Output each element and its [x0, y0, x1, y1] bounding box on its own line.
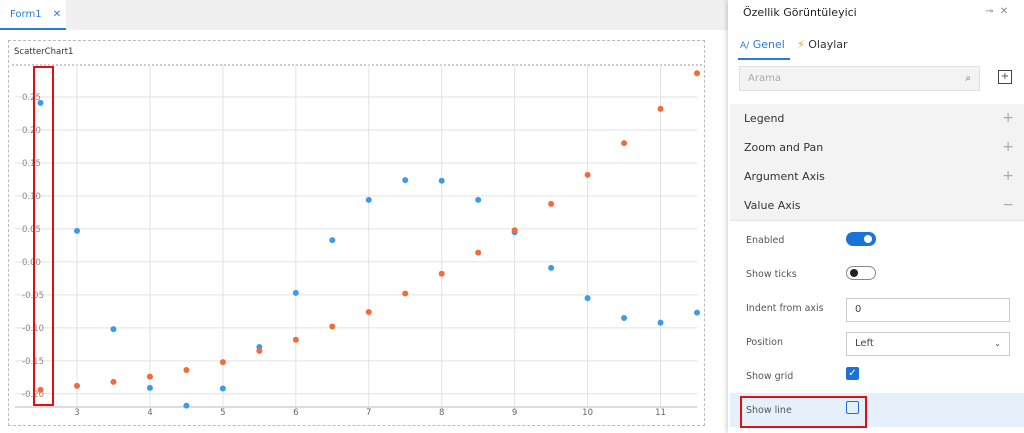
point	[438, 270, 445, 277]
point	[621, 314, 628, 321]
property-row: Indent from axis 0	[730, 291, 1024, 325]
checkbox[interactable]	[846, 401, 859, 414]
search[interactable]: Arama ⌕	[739, 66, 980, 91]
point	[256, 347, 263, 354]
form-tab[interactable]: Form1 ✕	[0, 0, 66, 30]
toggle[interactable]	[846, 232, 876, 246]
point	[74, 227, 80, 234]
section-label: Value Axis	[744, 199, 801, 212]
property-label: Enabled	[746, 235, 785, 246]
section[interactable]: Zoom and Pan +	[730, 133, 1024, 163]
point	[219, 385, 226, 392]
point	[219, 359, 226, 366]
y-tick-label: 0.05	[22, 225, 41, 235]
text-input[interactable]: 0	[846, 298, 1010, 322]
x-tick-label: 4	[147, 408, 152, 418]
chart-frame[interactable]	[8, 40, 705, 426]
highlight	[33, 66, 54, 406]
property-label: Indent from axis	[746, 303, 824, 314]
point	[365, 309, 372, 316]
tab-label: Olaylar	[808, 38, 848, 51]
property-row: Show ticks	[730, 257, 1024, 291]
section[interactable]: Value Axis −	[730, 191, 1024, 221]
section-label: Legend	[744, 112, 785, 125]
chart-title: ScatterChart1	[14, 47, 74, 57]
tab-general[interactable]: A/ Genel	[740, 38, 785, 51]
x-tick-label: 5	[220, 408, 225, 418]
point	[37, 386, 44, 393]
x-tick-label: 9	[512, 408, 517, 418]
toggle-knob	[864, 235, 872, 243]
x-tick-label: 6	[293, 408, 298, 418]
point	[292, 336, 299, 343]
point	[329, 323, 336, 330]
point	[584, 171, 591, 178]
point	[438, 177, 445, 184]
property-label: Position	[746, 337, 783, 348]
property-label: Show line	[746, 405, 792, 416]
checkbox[interactable]: ✓	[846, 367, 859, 380]
point	[365, 196, 372, 203]
dropdown-value: Left	[855, 338, 874, 349]
y-tick-label: 0.00	[22, 258, 41, 268]
point	[74, 382, 80, 389]
add-button[interactable]: +	[998, 70, 1012, 84]
point	[475, 249, 482, 256]
tab-events[interactable]: ⚡ Olaylar	[797, 38, 848, 51]
point	[621, 140, 628, 147]
tab-label: Form1	[10, 9, 42, 20]
y-tick-label: 0.20	[22, 126, 41, 136]
property-label: Show grid	[746, 371, 794, 382]
point	[511, 227, 518, 234]
point	[183, 367, 190, 374]
tab-label: Genel	[752, 38, 785, 51]
point	[694, 309, 700, 316]
point	[146, 373, 153, 380]
point	[657, 319, 664, 326]
point	[146, 384, 153, 391]
panel-title: Özellik Görüntüleyici	[743, 6, 857, 19]
point	[402, 290, 409, 297]
x-tick-label: 7	[366, 408, 371, 418]
y-tick-label: 0.10	[22, 192, 41, 202]
point	[292, 289, 299, 296]
property-row: Show grid ✓	[730, 359, 1024, 393]
point	[584, 295, 591, 302]
point	[183, 402, 190, 409]
toggle-knob	[850, 269, 858, 277]
point	[548, 264, 555, 271]
x-tick-label: 11	[655, 408, 666, 418]
point	[475, 196, 482, 203]
chart: 0.250.200.150.100.050.00-0.05-0.10-0.15-…	[12, 64, 702, 418]
x-tick-label: 10	[582, 408, 593, 418]
point	[402, 177, 409, 184]
property-row: Show line	[730, 393, 1024, 427]
y-tick-label: 0.25	[22, 93, 41, 103]
point	[657, 105, 664, 112]
property-row: Enabled	[730, 223, 1024, 257]
section[interactable]: Legend +	[730, 104, 1024, 134]
highlight	[740, 396, 867, 428]
tab-bar	[0, 0, 728, 30]
point	[110, 326, 117, 333]
x-tick-label: 8	[439, 408, 444, 418]
property-row: Position Left ⌄	[730, 325, 1024, 359]
section[interactable]: Argument Axis +	[730, 162, 1024, 192]
point	[548, 200, 555, 207]
toggle[interactable]	[846, 266, 876, 280]
section-label: Argument Axis	[744, 170, 825, 183]
dropdown[interactable]: Left ⌄	[846, 332, 1010, 356]
property-label: Show ticks	[746, 269, 797, 280]
search-placeholder: Arama	[748, 73, 781, 84]
tab-underline	[738, 58, 790, 60]
point	[110, 378, 117, 385]
panel-buttons[interactable]: ⊸ ✕	[985, 6, 1009, 17]
point	[37, 99, 44, 106]
y-tick-label: 0.15	[22, 159, 41, 169]
point	[694, 70, 700, 77]
x-tick-label: 3	[74, 408, 79, 418]
section-label: Zoom and Pan	[744, 141, 824, 154]
point	[329, 237, 336, 244]
